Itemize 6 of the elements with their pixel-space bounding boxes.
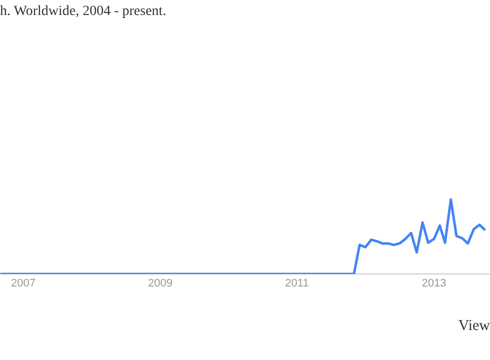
x-tick-label: 2011 [285,278,309,290]
text: View [458,318,490,335]
x-tick-label: 2007 [10,278,36,290]
x-tick-label: 2013 [422,278,446,290]
x-tick-label: 2009 [148,278,172,290]
chart-title: h. Worldwide, 2004 - present. [0,4,166,20]
